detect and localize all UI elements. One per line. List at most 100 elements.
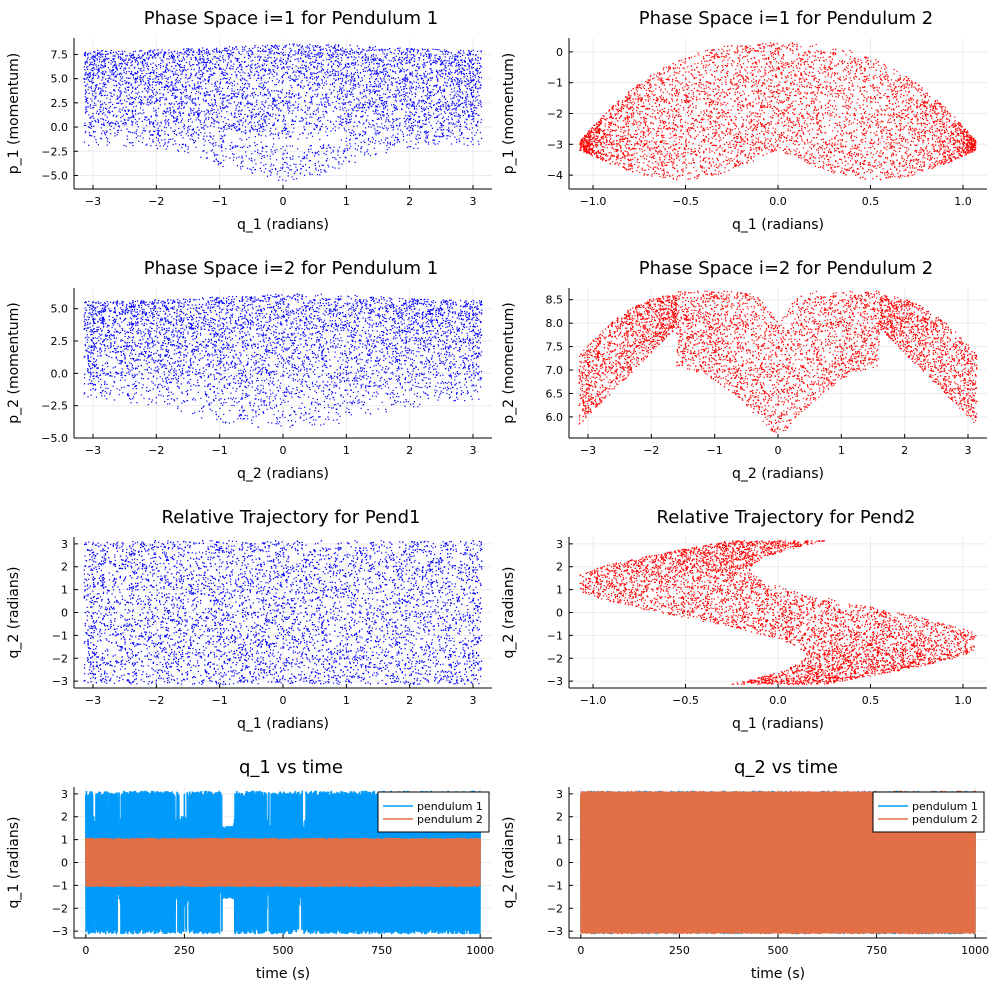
data-point <box>333 69 335 71</box>
data-point <box>385 57 387 59</box>
data-point <box>336 108 338 110</box>
data-point <box>431 127 433 129</box>
data-point <box>94 131 96 133</box>
data-point <box>147 90 149 92</box>
data-point <box>167 85 169 87</box>
data-point <box>222 141 224 143</box>
data-point <box>450 112 452 114</box>
data-point <box>342 109 344 111</box>
data-point <box>383 53 385 55</box>
data-point <box>255 163 257 165</box>
data-point <box>314 45 316 47</box>
data-point <box>317 93 319 95</box>
data-point <box>374 91 376 94</box>
data-point <box>458 90 460 92</box>
data-point <box>184 59 186 61</box>
data-point <box>456 69 458 71</box>
data-point <box>191 98 193 100</box>
data-point <box>472 112 474 114</box>
data-point <box>161 76 163 78</box>
data-point <box>384 68 386 70</box>
data-point <box>448 58 451 60</box>
data-point <box>457 65 459 67</box>
data-point <box>143 59 145 61</box>
data-point <box>259 58 261 60</box>
data-point <box>354 64 356 66</box>
data-point <box>394 71 396 73</box>
data-point <box>401 89 403 91</box>
data-point <box>380 78 382 80</box>
data-point <box>257 95 259 97</box>
data-point <box>283 116 285 118</box>
data-point <box>158 64 160 66</box>
data-point <box>454 56 456 58</box>
data-point <box>312 90 314 92</box>
data-point <box>198 116 200 118</box>
data-point <box>374 90 376 92</box>
data-point <box>430 94 432 97</box>
data-point <box>355 61 357 63</box>
data-point <box>404 88 406 90</box>
data-point <box>392 127 395 129</box>
data-point <box>169 110 171 112</box>
data-point <box>255 114 257 116</box>
data-point <box>474 84 477 86</box>
data-point <box>364 152 366 154</box>
data-point <box>222 100 224 102</box>
data-point <box>195 119 197 121</box>
data-point <box>186 95 188 97</box>
data-point <box>476 124 478 126</box>
data-point <box>465 85 467 87</box>
data-point <box>274 105 276 107</box>
data-point <box>435 70 437 73</box>
data-point <box>293 95 295 97</box>
data-point <box>307 66 309 68</box>
data-point <box>448 60 450 62</box>
data-point <box>113 89 115 91</box>
data-point <box>344 103 346 105</box>
data-point <box>132 114 134 116</box>
data-point <box>194 104 196 106</box>
data-point <box>294 120 296 122</box>
data-point <box>194 88 196 90</box>
data-point <box>261 50 263 52</box>
data-point <box>361 103 364 105</box>
data-point <box>371 141 373 143</box>
data-point <box>284 54 286 56</box>
data-point <box>470 115 472 117</box>
data-point <box>209 67 212 69</box>
data-point <box>317 84 319 86</box>
data-point <box>408 62 411 64</box>
data-point <box>220 162 222 164</box>
data-point <box>183 53 185 55</box>
data-point <box>195 56 197 58</box>
data-point <box>427 48 429 50</box>
data-point <box>132 75 134 77</box>
data-point <box>477 57 479 59</box>
data-point <box>373 125 375 127</box>
data-point <box>138 118 140 120</box>
data-point <box>134 50 137 52</box>
data-point <box>397 133 399 135</box>
data-point <box>456 70 458 73</box>
data-point <box>97 68 100 71</box>
data-point <box>287 172 289 174</box>
data-point <box>471 104 473 106</box>
data-point <box>350 115 353 117</box>
data-point <box>265 145 267 147</box>
data-point <box>473 79 475 81</box>
data-point <box>418 100 420 102</box>
data-point <box>398 83 400 85</box>
data-point <box>470 61 472 63</box>
data-point <box>247 102 249 104</box>
data-point <box>244 96 246 98</box>
data-point <box>349 147 351 150</box>
data-point <box>416 49 418 51</box>
data-point <box>401 56 403 58</box>
data-point <box>205 64 207 66</box>
data-point <box>103 60 105 62</box>
data-point <box>270 52 272 54</box>
data-point <box>466 83 468 85</box>
data-point <box>164 111 166 113</box>
data-point <box>345 96 347 98</box>
